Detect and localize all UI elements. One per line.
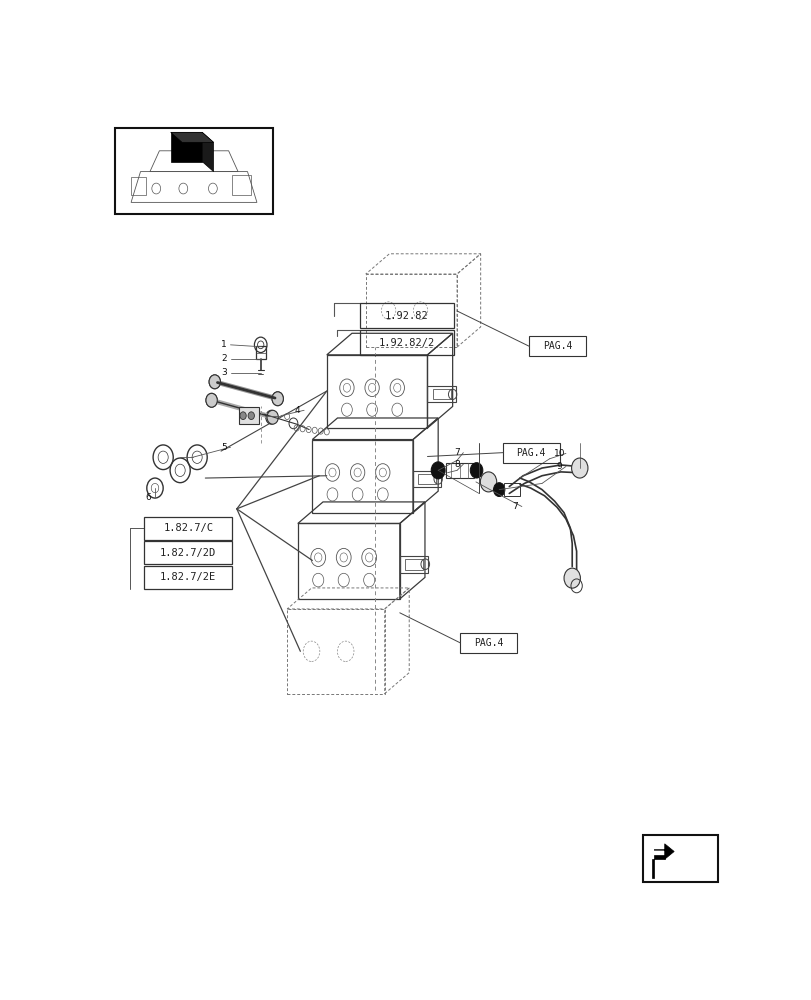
Text: 3: 3 bbox=[221, 368, 227, 377]
Bar bbox=[418, 474, 436, 484]
Text: 9: 9 bbox=[556, 462, 562, 471]
Bar bbox=[359, 330, 453, 355]
Bar bbox=[642, 835, 718, 882]
Text: 1.82.7/2D: 1.82.7/2D bbox=[160, 548, 217, 558]
Bar bbox=[144, 517, 232, 540]
Circle shape bbox=[571, 458, 587, 478]
Text: PAG.4: PAG.4 bbox=[543, 341, 572, 351]
Bar bbox=[460, 633, 517, 653]
Text: 7: 7 bbox=[453, 448, 459, 457]
Bar bbox=[144, 541, 232, 564]
Circle shape bbox=[206, 393, 217, 407]
Text: 1.82.7/C: 1.82.7/C bbox=[163, 523, 213, 533]
Text: 1: 1 bbox=[221, 340, 227, 349]
Text: 8: 8 bbox=[453, 460, 459, 469]
Circle shape bbox=[248, 412, 254, 420]
Polygon shape bbox=[170, 132, 202, 162]
Bar bbox=[504, 483, 519, 496]
Bar bbox=[399, 556, 428, 573]
Text: PAG.4: PAG.4 bbox=[474, 638, 503, 648]
Bar bbox=[359, 303, 453, 328]
Text: PAG.4: PAG.4 bbox=[516, 448, 545, 458]
Circle shape bbox=[480, 472, 496, 492]
Bar bbox=[238, 407, 259, 424]
Circle shape bbox=[265, 410, 277, 424]
Circle shape bbox=[267, 410, 278, 424]
Text: 1.82.7/2E: 1.82.7/2E bbox=[160, 572, 217, 582]
Bar bbox=[255, 346, 265, 359]
Bar bbox=[405, 559, 423, 570]
Polygon shape bbox=[202, 132, 213, 172]
Circle shape bbox=[431, 462, 444, 479]
Circle shape bbox=[493, 483, 504, 497]
Bar bbox=[427, 386, 455, 402]
Polygon shape bbox=[653, 844, 673, 859]
Text: 1.92.82: 1.92.82 bbox=[384, 311, 428, 321]
Bar bbox=[432, 389, 450, 399]
Circle shape bbox=[240, 412, 246, 420]
Bar bbox=[144, 566, 232, 589]
Text: 2: 2 bbox=[221, 354, 227, 363]
Polygon shape bbox=[651, 855, 664, 878]
Circle shape bbox=[470, 463, 483, 478]
Text: 7: 7 bbox=[512, 502, 517, 511]
Circle shape bbox=[564, 568, 580, 588]
Bar bbox=[529, 336, 586, 356]
Circle shape bbox=[272, 392, 283, 406]
Text: 10: 10 bbox=[553, 449, 564, 458]
Bar bbox=[502, 443, 559, 463]
Text: 1.92.82/2: 1.92.82/2 bbox=[378, 338, 435, 348]
Text: 5: 5 bbox=[221, 443, 227, 452]
Polygon shape bbox=[170, 132, 213, 142]
Circle shape bbox=[209, 375, 220, 389]
Circle shape bbox=[206, 393, 217, 407]
Bar bbox=[413, 471, 440, 487]
Bar bbox=[445, 463, 474, 478]
Text: 6: 6 bbox=[146, 493, 152, 502]
Bar bbox=[115, 128, 272, 214]
Circle shape bbox=[272, 392, 283, 406]
Text: 4: 4 bbox=[294, 406, 300, 415]
Circle shape bbox=[209, 375, 220, 389]
